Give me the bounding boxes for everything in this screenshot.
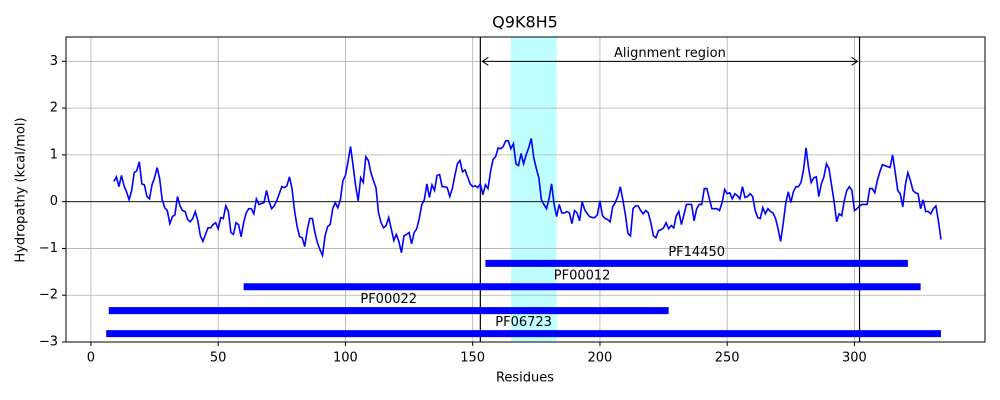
domain-label: PF06723 [495,315,552,330]
y-axis-label: Hydropathy (kcal/mol) [14,117,29,262]
x-axis-label: Residues [496,371,554,386]
highlight-span [510,37,557,342]
arrow-head [851,56,859,66]
line [113,138,942,259]
y-tick-label: 1 [50,147,58,162]
x-tick-label: 250 [715,351,740,366]
arrow-head [481,56,489,66]
y-tick-label: 0 [50,194,58,209]
plot-frame [65,36,986,343]
annotation-text: Alignment region [614,46,726,61]
domain-label: PF00012 [554,268,611,283]
x-tick-label: 300 [842,351,867,366]
y-tick-label: 2 [50,101,58,116]
y-tick-label: −1 [39,241,58,256]
y-tick-label: −3 [39,335,58,350]
domain-label: PF00022 [360,292,417,307]
x-tick-label: 0 [87,351,95,366]
x-tick-label: 150 [460,351,485,366]
y-tick-label: 3 [50,54,58,69]
domain-label: PF14450 [668,245,725,260]
x-tick-label: 50 [210,351,227,366]
chart-title: Q9K8H5 [492,13,558,32]
x-tick-label: 100 [333,351,358,366]
x-tick-label: 200 [588,351,613,366]
y-tick-label: −2 [39,288,58,303]
